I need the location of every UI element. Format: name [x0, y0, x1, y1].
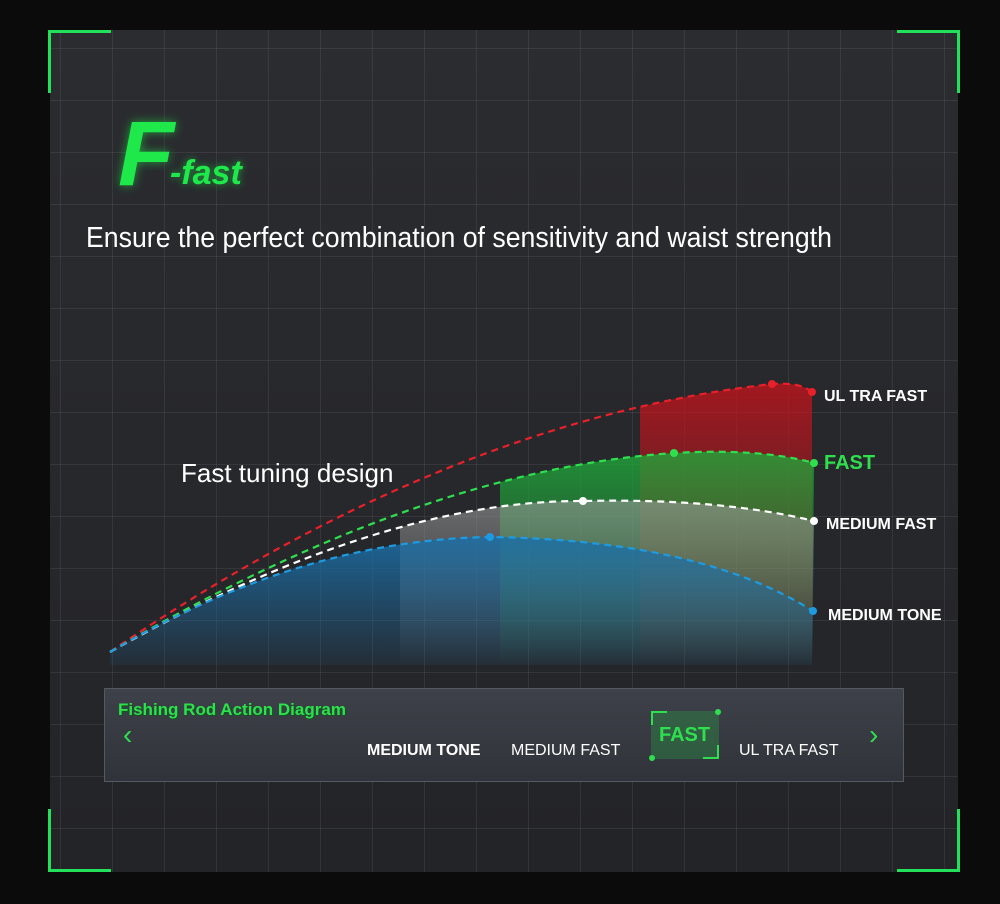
curve-point — [810, 459, 818, 467]
curve-label: MEDIUM FAST — [826, 516, 937, 533]
curve-point — [768, 380, 776, 388]
curve-line — [109, 450, 815, 653]
curve-label: FAST — [824, 452, 876, 474]
corner-bracket — [48, 30, 111, 93]
corner-bracket — [897, 809, 960, 872]
curve-label: MEDIUM TONE — [828, 607, 942, 624]
curve-label: UL TRA FAST — [824, 388, 928, 405]
curve-line — [109, 499, 815, 653]
chevron-right-icon[interactable]: › — [869, 719, 879, 750]
corner-bracket — [897, 30, 960, 93]
logo-letter: F — [118, 103, 175, 205]
curve-point — [486, 533, 494, 541]
curve-line — [109, 382, 813, 653]
option-medium-fast[interactable]: MEDIUM FAST — [511, 742, 621, 759]
chevron-left-icon[interactable]: ‹ — [123, 719, 133, 750]
curve-fill — [110, 537, 813, 665]
option-fast-selected[interactable]: FAST — [649, 709, 721, 761]
subheading: Fast tuning design — [181, 458, 394, 488]
curve-point — [810, 517, 818, 525]
curve-point — [670, 449, 678, 457]
logo-word: -fast — [170, 154, 242, 192]
curve-point — [809, 607, 817, 615]
option-medium-tone[interactable]: MEDIUM TONE — [367, 742, 481, 759]
curve-point — [579, 497, 587, 505]
action-selector: Fishing Rod Action Diagram ‹ MEDIUM TONE… — [104, 688, 904, 782]
corner-bracket — [48, 809, 111, 872]
option-ultra-fast[interactable]: UL TRA FAST — [739, 742, 839, 759]
curve-point — [808, 388, 816, 396]
selector-title: Fishing Rod Action Diagram — [118, 700, 346, 719]
headline: Ensure the perfect combination of sensit… — [86, 222, 832, 254]
option-fast: FAST — [659, 724, 711, 746]
